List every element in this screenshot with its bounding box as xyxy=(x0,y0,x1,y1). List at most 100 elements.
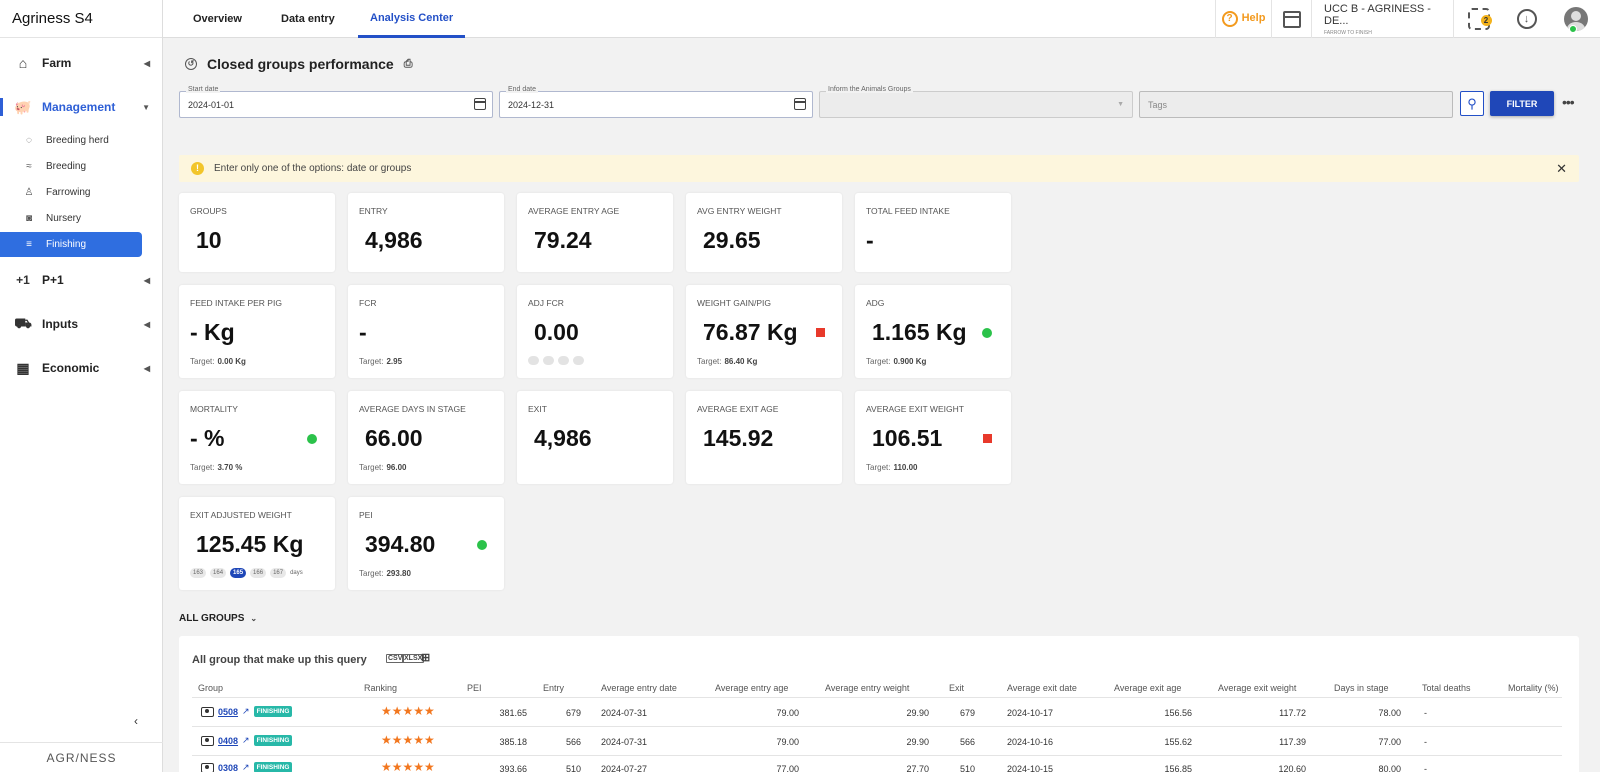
ranking-stars: ★★★★★ xyxy=(381,733,435,747)
day-option[interactable]: 166 xyxy=(250,568,267,578)
sidebar-item-economic[interactable]: ▦ Economic ◀ xyxy=(0,353,162,383)
sidebar-subitem-nursery[interactable]: ◙ Nursery xyxy=(0,206,162,231)
view-icon[interactable] xyxy=(201,762,214,772)
org-selector[interactable]: UCC B - AGRINESS - DE... FARROW TO FINIS… xyxy=(1311,0,1451,38)
kpi-card-avg-exit-age: AVERAGE EXIT AGE 145.92 xyxy=(686,391,842,484)
column-header[interactable]: Average entry age xyxy=(715,683,789,693)
sidebar-item-p1[interactable]: +1 P+1 ◀ xyxy=(0,265,162,295)
cell-exit-date: 2024-10-16 xyxy=(1007,737,1054,747)
day-option[interactable]: 164 xyxy=(210,568,227,578)
filter-button[interactable]: FILTER xyxy=(1490,91,1554,116)
tab-analysis-center[interactable]: Analysis Center xyxy=(358,0,466,38)
tab-overview[interactable]: Overview xyxy=(193,13,242,25)
add-filter-icon[interactable]: ⚲ xyxy=(1460,91,1484,116)
back-icon[interactable]: ↺ xyxy=(185,58,197,70)
external-link-icon[interactable]: ↗ xyxy=(242,706,250,716)
sidebar-subitem-breeding[interactable]: ≈ Breeding xyxy=(0,154,162,179)
sidebar-subitem-finishing[interactable]: ≡ Finishing xyxy=(0,232,142,257)
group-link[interactable]: 0508 xyxy=(218,706,239,717)
all-groups-toggle[interactable]: ALL GROUPS ⌄ xyxy=(179,613,257,624)
view-icon[interactable] xyxy=(201,735,214,746)
calendar-icon[interactable] xyxy=(794,98,806,110)
kpi-value: 29.65 xyxy=(703,227,761,253)
sidebar-item-farm[interactable]: ⌂ Farm ◀ xyxy=(0,48,162,78)
column-header[interactable]: Exit xyxy=(949,683,965,693)
kpi-title: AVERAGE EXIT AGE xyxy=(697,404,779,414)
divider xyxy=(192,726,1562,727)
column-header[interactable]: Entry xyxy=(543,683,565,693)
cell-entry-age: 79.00 xyxy=(776,737,799,747)
xlsx-export-icon[interactable]: XLSX xyxy=(402,654,425,663)
cell-exit-weight: 117.39 xyxy=(1279,737,1306,747)
caret-left-icon: ◀ xyxy=(143,319,150,329)
scrollbar[interactable] xyxy=(1592,38,1600,772)
help-button[interactable]: ? Help xyxy=(1215,0,1271,38)
brand-logo[interactable]: Agriness S4 xyxy=(0,0,162,38)
view-icon[interactable] xyxy=(201,706,214,717)
tags-input[interactable]: Tags xyxy=(1139,91,1453,118)
close-icon[interactable]: ✕ xyxy=(1556,161,1567,176)
column-header[interactable]: PEI xyxy=(467,683,482,693)
print-icon[interactable]: ⎙ xyxy=(403,57,413,70)
brand-suffix: S4 xyxy=(74,10,93,27)
tab-data-entry[interactable]: Data entry xyxy=(281,13,335,25)
start-date-field[interactable]: Start date 2024-01-01 xyxy=(179,86,493,118)
calendar-button[interactable] xyxy=(1271,0,1311,38)
column-header[interactable]: Average exit age xyxy=(1114,683,1182,693)
column-header[interactable]: Average exit date xyxy=(1007,683,1077,693)
help-label: Help xyxy=(1241,12,1266,24)
column-header[interactable]: Group xyxy=(198,683,224,693)
kpi-title: ADJ FCR xyxy=(528,298,564,308)
cell-entry-age: 77.00 xyxy=(776,764,799,772)
kpi-title: FEED INTAKE PER PIG xyxy=(190,298,282,308)
end-date-field[interactable]: End date 2024-12-31 xyxy=(499,86,813,118)
more-options-icon[interactable]: ••• xyxy=(1562,94,1575,110)
info-alert: ! Enter only one of the options: date or… xyxy=(179,155,1579,182)
kpi-value: 394.80 xyxy=(365,531,436,557)
sidebar-item-label: Farm xyxy=(42,56,72,70)
group-link[interactable]: 0408 xyxy=(218,735,239,746)
day-option[interactable]: 167 xyxy=(270,568,287,578)
start-date-value: 2024-01-01 xyxy=(188,100,235,110)
external-link-icon[interactable]: ↗ xyxy=(242,735,250,745)
sidebar-subitem-label: Breeding herd xyxy=(46,135,109,146)
status-indicator-red xyxy=(816,328,825,337)
csv-export-icon[interactable]: CSV xyxy=(386,654,405,663)
cell-days: 77.00 xyxy=(1378,737,1401,747)
sow-icon: ◌ xyxy=(26,135,32,146)
bottle-icon: ♙ xyxy=(24,187,34,198)
kpi-title: EXIT ADJUSTED WEIGHT xyxy=(190,510,292,520)
column-header[interactable]: Average entry weight xyxy=(825,683,910,693)
column-header[interactable]: Total deaths xyxy=(1422,683,1471,693)
day-option-selected[interactable]: 165 xyxy=(230,568,247,578)
column-header[interactable]: Mortality (%) xyxy=(1508,683,1559,693)
column-header[interactable]: Ranking xyxy=(364,683,398,693)
kpi-value: 66.00 xyxy=(365,425,423,451)
kpi-target: Target: 293.80 xyxy=(359,569,411,578)
day-option[interactable]: 163 xyxy=(190,568,207,578)
column-header[interactable]: Average entry date xyxy=(601,683,677,693)
piglet-icon: ◙ xyxy=(25,213,33,224)
cell-exit-weight: 117.72 xyxy=(1279,708,1306,718)
column-header[interactable]: Days in stage xyxy=(1334,683,1389,693)
calendar-icon[interactable] xyxy=(474,98,486,110)
group-link[interactable]: 0308 xyxy=(218,762,239,772)
sidebar-item-management[interactable]: 🐖 Management ▼ xyxy=(0,92,162,122)
collapse-sidebar-icon[interactable]: ‹ xyxy=(134,714,138,728)
external-link-icon[interactable]: ↗ xyxy=(242,762,250,772)
kpi-title: GROUPS xyxy=(190,206,227,216)
notifications-icon[interactable]: 2 xyxy=(1467,8,1492,30)
table-title: All group that make up this query xyxy=(192,654,367,666)
download-icon[interactable]: ↓ xyxy=(1516,9,1537,29)
sidebar-subitem-breeding-herd[interactable]: ◌ Breeding herd xyxy=(0,128,162,153)
sidebar-subitem-farrowing[interactable]: ♙ Farrowing xyxy=(0,180,162,205)
animal-groups-select[interactable]: Inform the Animals Groups ▼ xyxy=(819,86,1133,118)
sidebar: Agriness S4 ⌂ Farm ◀ 🐖 Management ▼ ◌ Br… xyxy=(0,0,163,772)
column-header[interactable]: Average exit weight xyxy=(1218,683,1297,693)
sidebar-item-inputs[interactable]: ⛟ Inputs ◀ xyxy=(0,309,162,339)
cell-deaths: - xyxy=(1424,708,1427,718)
sidebar-subitem-label: Farrowing xyxy=(46,187,91,198)
cell-deaths: - xyxy=(1424,764,1427,772)
adj-fcr-options[interactable] xyxy=(528,356,584,365)
columns-settings-icon[interactable]: ⊞ xyxy=(421,652,431,664)
